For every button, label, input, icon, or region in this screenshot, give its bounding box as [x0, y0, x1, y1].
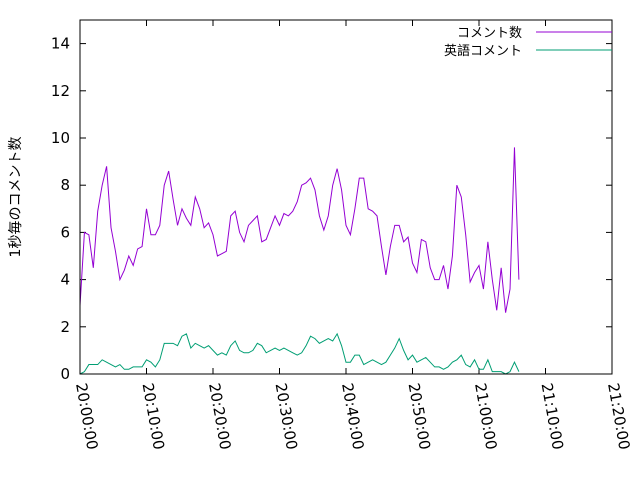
- plot-frame: [79, 19, 613, 375]
- y-tick-label: 4: [60, 271, 70, 289]
- y-tick-label: 6: [60, 223, 70, 241]
- x-tick-labels: 20:00:00 20:10:00 20:20:00 20:30:00 20:40:00…: [72, 382, 633, 451]
- y-tick-label: 14: [51, 35, 70, 53]
- series-line: [79, 332, 520, 375]
- series-line: [79, 147, 520, 313]
- series-lines: [79, 147, 520, 375]
- axis-ticks: [79, 20, 613, 375]
- y-axis-label: 1秒毎のコメント数: [8, 137, 24, 258]
- legend-label: コメント数: [457, 26, 522, 41]
- y-tick-label: 8: [60, 176, 70, 194]
- y-tick-label: 2: [60, 318, 70, 336]
- y-tick-label: 10: [51, 129, 70, 147]
- y-tick-label: 0: [60, 365, 70, 383]
- y-tick-labels: 0 2 4 6 8 10 12 14: [51, 35, 70, 383]
- y-tick-label: 12: [51, 82, 70, 100]
- legend-label: 英語コメント: [444, 43, 522, 59]
